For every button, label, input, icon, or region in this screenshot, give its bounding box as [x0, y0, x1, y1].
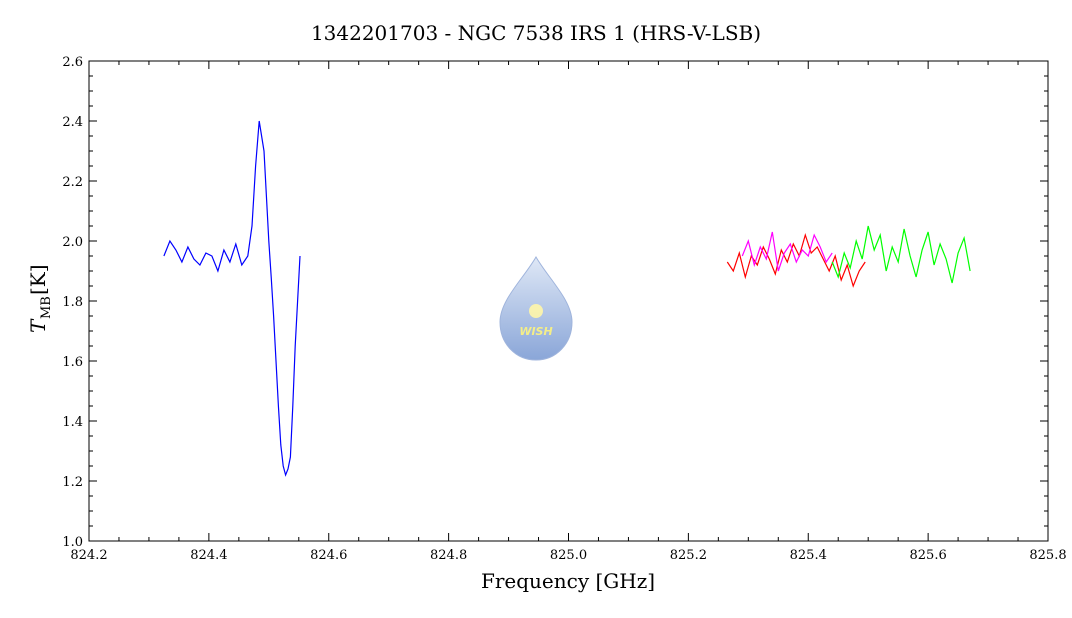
x-tick-label: 824.6	[310, 548, 347, 563]
series-layer	[163, 120, 971, 477]
x-tick-label: 824.4	[190, 548, 227, 563]
wish-logo: WISH	[499, 255, 573, 361]
y-axis-label: T MB [K]	[26, 264, 54, 333]
x-tick-label: 824.8	[430, 548, 467, 563]
x-tick-label: 825.2	[670, 548, 707, 563]
series-line-4	[831, 225, 971, 284]
x-tick-label: 825.4	[790, 548, 827, 563]
axes: 824.2 824.4 824.6 824.8 825.0 825.2 825.4 825.6…	[62, 55, 1066, 563]
y-tick-label: 1.4	[62, 415, 83, 430]
y-tick-label: 1.0	[62, 535, 83, 550]
y-axis-label-unit: [K]	[26, 264, 50, 295]
logo-text: WISH	[519, 325, 552, 338]
x-axis-label: Frequency [GHz]	[481, 569, 655, 593]
y-tick-label: 2.6	[62, 55, 83, 70]
chart-title: 1342201703 - NGC 7538 IRS 1 (HRS-V-LSB)	[311, 21, 761, 45]
series-line-2	[726, 232, 866, 288]
series-line-1	[163, 120, 301, 477]
x-tick-label: 825.6	[910, 548, 947, 563]
x-tick-label: 824.2	[70, 548, 107, 563]
x-tick-label: 825.0	[550, 548, 587, 563]
y-tick-label: 2.4	[62, 115, 83, 130]
x-tick-label: 825.8	[1029, 548, 1066, 563]
y-tick-label: 1.8	[62, 295, 83, 310]
y-tick-label: 2.0	[62, 235, 83, 250]
y-tick-label: 2.2	[62, 175, 83, 190]
series-line-3	[741, 231, 833, 272]
y-axis-label-main: T	[26, 318, 50, 333]
y-tick-label: 1.6	[62, 355, 83, 370]
plot-frame	[88, 60, 1049, 542]
y-axis-label-sub: MB	[39, 296, 54, 319]
y-tick-label: 1.2	[62, 475, 83, 490]
